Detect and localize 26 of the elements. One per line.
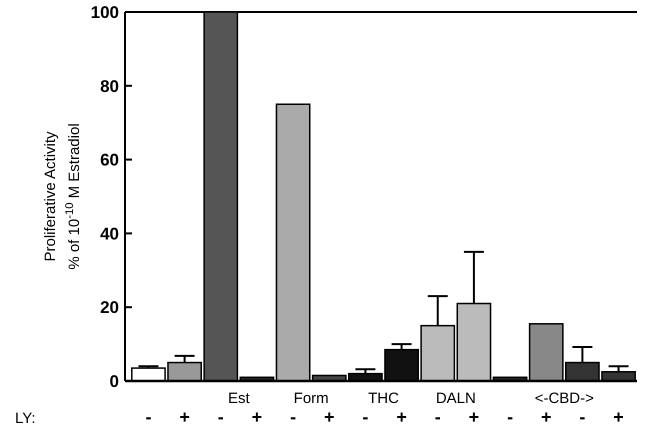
text: DALN	[436, 390, 476, 407]
y-tick-label: 20	[100, 298, 119, 318]
x-tick-label: +	[468, 407, 480, 427]
x-tick-label: +	[252, 407, 262, 427]
y-tick-label: 0	[110, 372, 119, 391]
text: Form	[294, 390, 329, 407]
x-tick-label: -	[434, 407, 441, 427]
x-tick-label: -	[507, 407, 514, 427]
y-tick-label: 80	[100, 76, 119, 96]
x-tick-label: +	[540, 407, 552, 427]
x-tick-label: +	[179, 407, 190, 427]
text: Est	[228, 390, 251, 407]
x-tick-label: -	[218, 407, 224, 427]
y-tick-label: 40	[100, 224, 119, 244]
x-tick-label: -	[579, 407, 586, 427]
text: LY:	[15, 410, 36, 427]
x-tick-label: -	[362, 407, 368, 427]
text: <-CBD->	[534, 390, 594, 407]
y-tick-label: 60	[100, 150, 119, 170]
x-tick-label: +	[324, 407, 335, 427]
x-tick-label: +	[613, 407, 624, 427]
x-tick-label: +	[396, 407, 407, 427]
text: THC	[368, 390, 400, 407]
x-tick-label: -	[290, 407, 296, 427]
y-tick-label: 100	[90, 2, 119, 22]
x-tick-label: -	[145, 407, 152, 427]
